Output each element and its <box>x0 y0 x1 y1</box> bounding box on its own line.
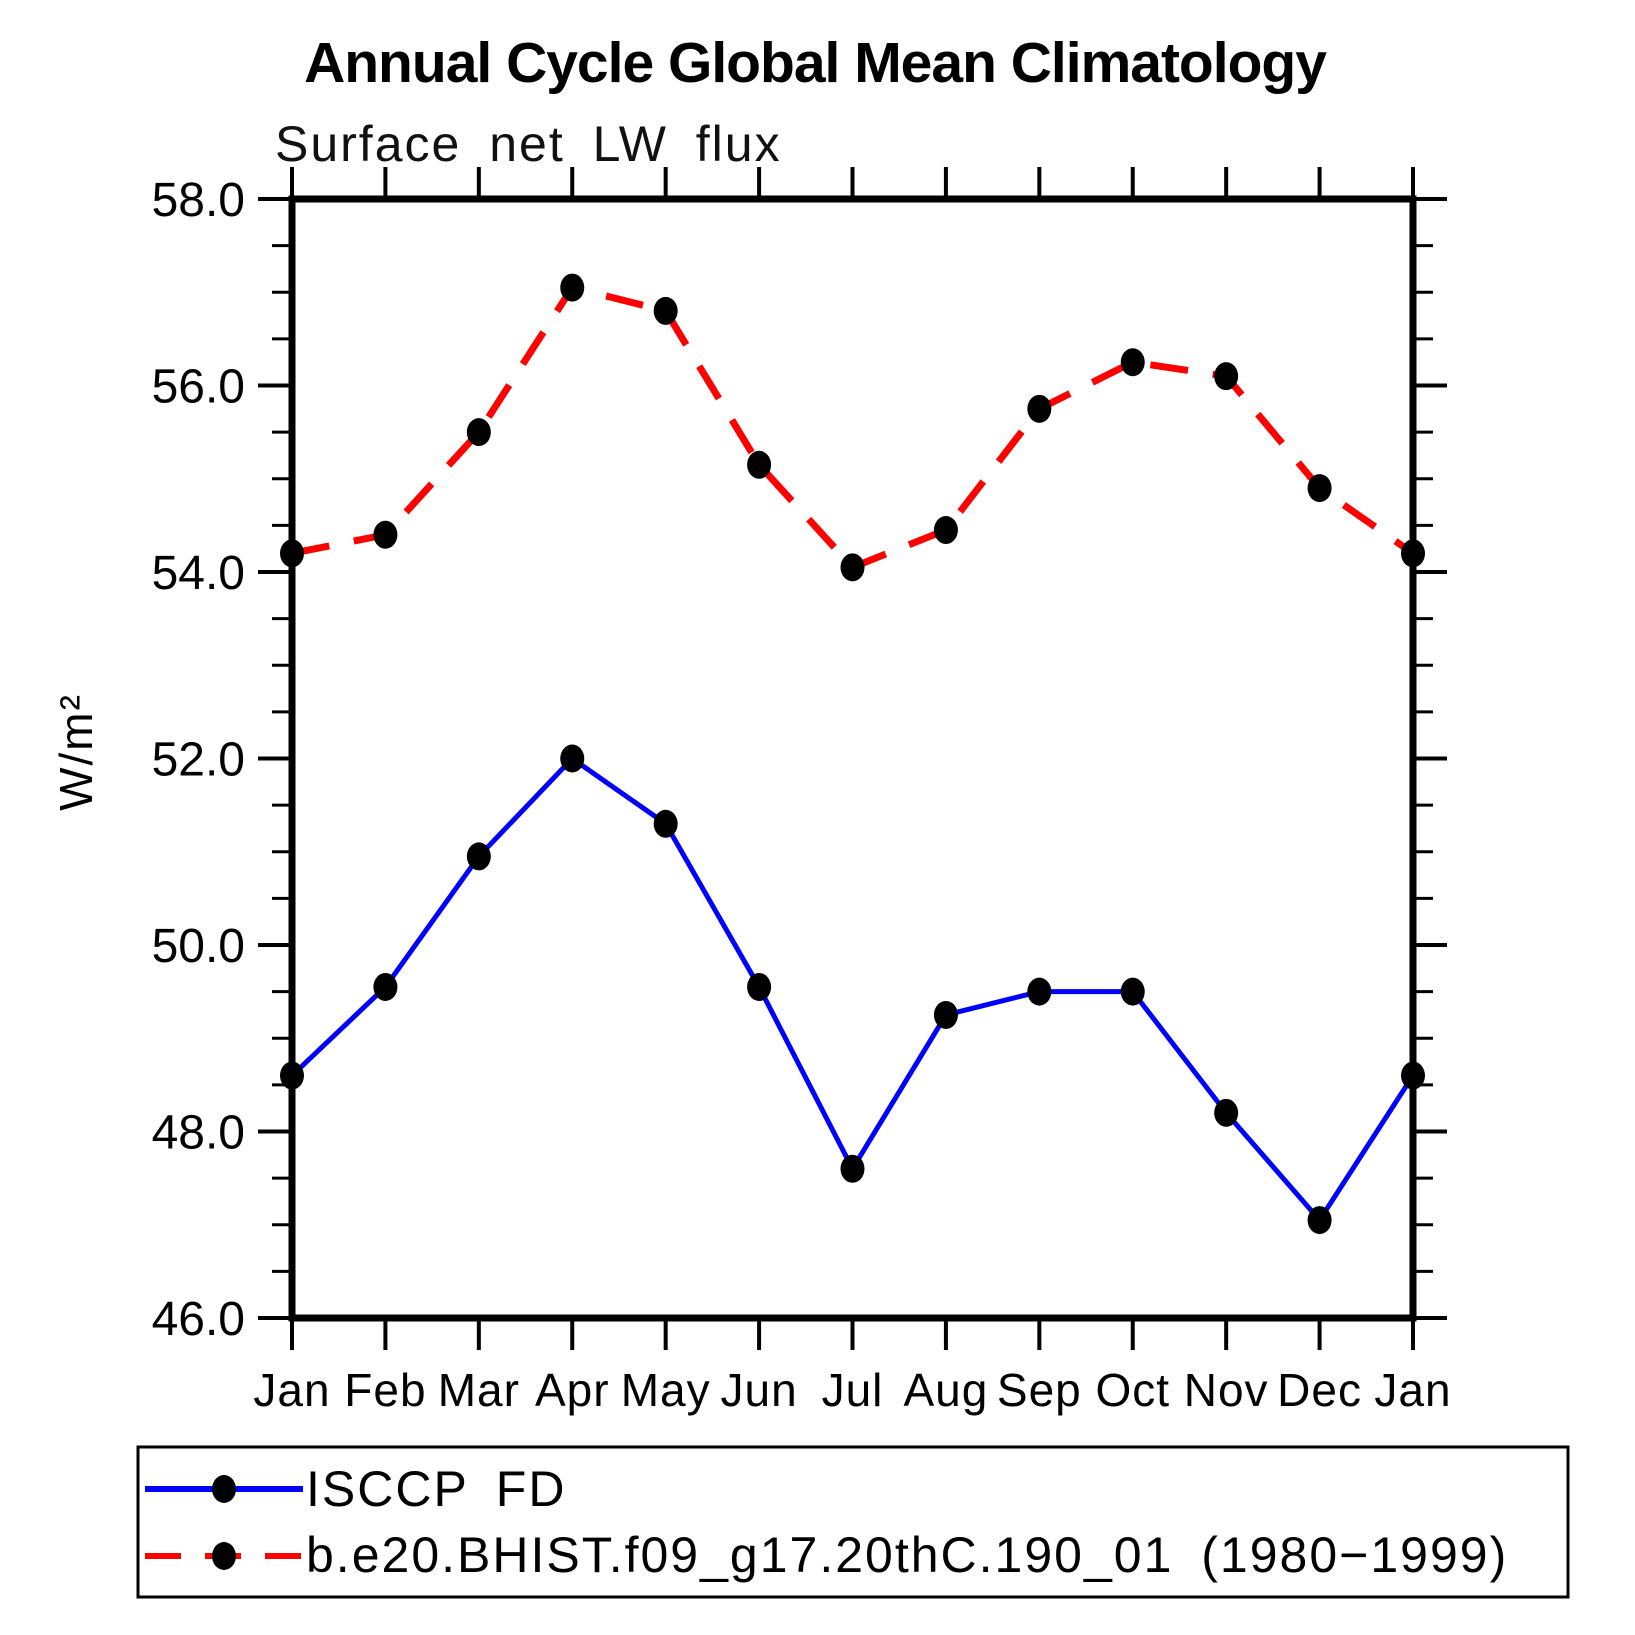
x-axis-tick-label: May <box>621 1364 711 1416</box>
series-line-0 <box>290 755 1416 1225</box>
data-point-marker <box>1120 348 1145 377</box>
x-axis-tick-label: Oct <box>1095 1364 1170 1416</box>
data-point-marker <box>373 520 398 549</box>
data-point-marker <box>1214 362 1239 391</box>
x-axis-tick-label: Jun <box>720 1364 797 1416</box>
data-point-marker <box>653 809 678 838</box>
series-line-1 <box>291 283 1416 572</box>
y-axis-tick-label: 50.0 <box>152 920 245 973</box>
legend-entry-model: b.e20.BHIST.f09_g17.20thC.190_01 (1980−1… <box>145 1527 1508 1583</box>
plot-frame <box>288 195 1417 1322</box>
legend-label-model: b.e20.BHIST.f09_g17.20thC.190_01 (1980−1… <box>306 1527 1508 1583</box>
x-axis-tick-label: Dec <box>1277 1364 1362 1416</box>
x-axis-tick-label: Jul <box>822 1364 884 1416</box>
legend-marker-dot <box>212 1475 236 1503</box>
legend-entry-isccp: ISCCP FD <box>145 1461 566 1517</box>
data-point-marker <box>1307 474 1332 503</box>
data-point-marker <box>1027 394 1052 423</box>
x-axis-tick-label: Sep <box>997 1364 1082 1416</box>
data-point-marker <box>1120 977 1145 1006</box>
data-point-marker <box>933 1000 958 1029</box>
y-axis-tick-label: 54.0 <box>152 547 245 600</box>
legend-marker-dot <box>212 1542 236 1570</box>
y-axis-tick-label: 52.0 <box>152 734 245 787</box>
data-point-marker <box>373 972 398 1001</box>
data-point-marker <box>466 842 491 871</box>
data-point-marker <box>560 273 585 302</box>
data-point-marker <box>840 1154 865 1183</box>
data-point-marker <box>840 553 865 582</box>
chart-title: Annual Cycle Global Mean Climatology <box>304 31 1327 95</box>
data-point-marker <box>933 516 958 545</box>
y-axis-tick-label: 56.0 <box>152 361 245 414</box>
legend-box: ISCCP FD b.e20.BHIST.f09_g17.20thC.190_0… <box>136 1445 1570 1599</box>
data-point-marker <box>747 450 772 479</box>
y-axis-tick-label: 58.0 <box>152 174 245 227</box>
data-point-marker <box>466 418 491 447</box>
data-point-marker <box>560 744 585 773</box>
x-axis-tick-label: Aug <box>903 1364 988 1416</box>
chart-subtitle: Surface net LW flux <box>275 116 782 172</box>
x-axis-tick-label: Jan <box>1374 1364 1451 1416</box>
data-point-marker <box>747 972 772 1001</box>
data-point-marker <box>1214 1098 1239 1127</box>
y-axis-tick-label: 46.0 <box>152 1293 245 1346</box>
x-axis-tick-label: Nov <box>1184 1364 1269 1416</box>
data-point-marker <box>1307 1206 1332 1235</box>
data-point-marker <box>1027 977 1052 1006</box>
plot-series <box>280 273 1425 1235</box>
y-axis-tick-label: 48.0 <box>152 1107 245 1160</box>
axis-tick-labels: 46.0 48.0 50.0 52.0 54.0 56.0 58.0 Jan Feb Mar Apr… <box>152 174 1451 1416</box>
legend-border <box>136 1445 1570 1599</box>
legend-label-isccp: ISCCP FD <box>306 1461 566 1517</box>
x-axis-tick-label: Jan <box>253 1364 330 1416</box>
x-axis-tick-label: Apr <box>535 1364 610 1416</box>
data-point-marker <box>653 296 678 325</box>
x-axis-tick-label: Feb <box>344 1364 426 1416</box>
y-axis-label: W/m² <box>50 693 102 811</box>
x-axis-tick-label: Mar <box>438 1364 520 1416</box>
